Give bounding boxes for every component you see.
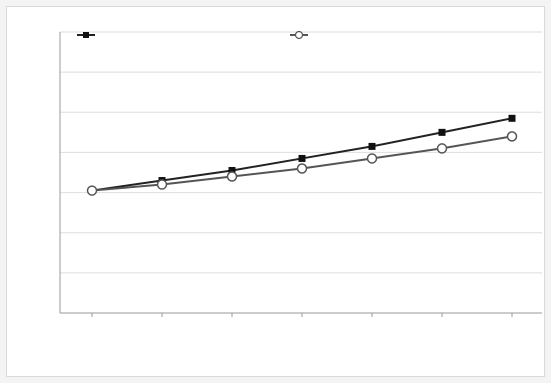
legend-marker-1 <box>83 32 89 38</box>
series-2-point <box>296 163 308 174</box>
series-1-point <box>368 142 376 150</box>
series-1-point <box>298 154 306 162</box>
series-2-point <box>86 185 98 196</box>
series-2-point <box>366 153 378 164</box>
series-line-1 <box>91 117 513 192</box>
series-1-point <box>508 114 516 122</box>
grid-lines <box>60 31 542 314</box>
series-group <box>86 114 518 196</box>
series-2-point <box>506 131 518 142</box>
axes <box>59 32 513 317</box>
series-1-point <box>438 128 446 136</box>
series-2-point <box>156 179 168 190</box>
legend-marker-2 <box>294 30 304 40</box>
legend <box>77 30 308 40</box>
series-2-point <box>436 143 448 154</box>
series-2-point <box>226 171 238 182</box>
series-1-point <box>228 166 236 174</box>
